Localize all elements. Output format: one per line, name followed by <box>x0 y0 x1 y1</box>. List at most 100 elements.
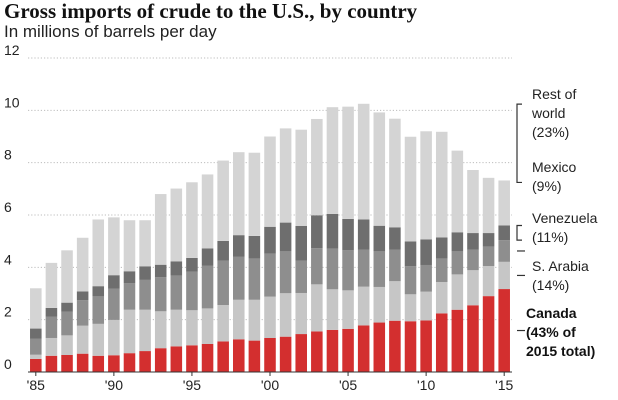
bar-segment <box>186 345 198 372</box>
bar-segment <box>435 313 448 372</box>
bar-segment <box>123 353 136 372</box>
bar-segment <box>311 284 323 332</box>
bar-segment <box>451 251 464 275</box>
legend-bracket <box>516 224 522 241</box>
bar-segment <box>154 194 167 265</box>
y-tick-label: 4 <box>4 251 12 267</box>
bar-segment <box>357 103 370 220</box>
bar-segment <box>404 266 417 295</box>
bar-segment <box>295 129 308 226</box>
bar-segment <box>435 237 448 259</box>
bar-segment <box>139 220 151 267</box>
legend-label: Canada <box>526 305 577 321</box>
x-tick-label: '90 <box>105 377 123 393</box>
bar-segment <box>435 131 448 238</box>
bar-segment <box>232 339 245 372</box>
legend-bracket <box>516 103 522 184</box>
bar-segment <box>201 248 214 266</box>
bar-segment <box>76 353 89 372</box>
bar-segment <box>139 351 151 372</box>
legend-label: 2015 total) <box>526 343 595 359</box>
bar-segment <box>123 309 136 354</box>
bar-segment <box>342 218 354 251</box>
bar-segment <box>30 338 42 355</box>
bar-segment <box>248 340 261 372</box>
bar-segment <box>467 169 479 234</box>
bar-segment <box>92 323 105 356</box>
bar-segment <box>451 274 464 310</box>
bar-segment <box>248 258 261 300</box>
bar-segment <box>326 289 339 330</box>
bar-segment <box>311 331 323 372</box>
bar-segment <box>108 319 120 356</box>
bar-segment <box>61 302 73 312</box>
y-tick-label: 12 <box>4 42 20 58</box>
x-tick-label: '00 <box>261 377 279 393</box>
bar-segment <box>451 232 464 252</box>
bar-segment <box>108 275 120 289</box>
bar-segment <box>30 328 42 339</box>
bar-segment <box>154 348 167 372</box>
y-tick-label: 0 <box>4 356 12 372</box>
bar-segment <box>61 354 73 372</box>
bar-segment <box>342 250 354 291</box>
bar-segment <box>326 107 339 214</box>
bar-segment <box>61 250 73 303</box>
bar-segment <box>170 188 183 262</box>
bar-segment <box>389 227 401 250</box>
y-tick-label: 10 <box>4 94 20 110</box>
bar-segment <box>123 271 136 284</box>
chart-title: Gross imports of crude to the U.S., by c… <box>4 0 418 23</box>
bar-segment <box>76 237 89 292</box>
bar-segment <box>139 266 151 280</box>
legend-label: (23%) <box>532 124 569 140</box>
bar-segment <box>170 346 183 372</box>
bar-segment <box>342 106 354 219</box>
bar-segment <box>373 286 386 323</box>
bar-segment <box>30 358 42 372</box>
bar-segment <box>108 288 120 320</box>
bar-segment <box>389 249 401 282</box>
bar-segment <box>342 328 354 372</box>
bar-segment <box>404 294 417 322</box>
bar-segment <box>482 177 495 234</box>
bar-segment <box>467 249 479 271</box>
bar-segment <box>139 309 151 352</box>
bar-segment <box>154 311 167 349</box>
bar-segment <box>264 296 276 338</box>
legend-label: Rest of <box>532 86 576 102</box>
bar-segment <box>482 266 495 297</box>
bar-segment <box>357 249 370 287</box>
bar-segment <box>389 281 401 321</box>
bar-segment <box>482 233 495 247</box>
bar-segment <box>170 309 183 347</box>
bar-segment <box>170 275 183 310</box>
bar-segment <box>248 299 261 341</box>
bar-segment <box>389 320 401 372</box>
bar-segment <box>201 265 214 309</box>
bar-segment <box>154 277 167 312</box>
x-tick-label: '15 <box>495 377 513 393</box>
bar-segment <box>264 136 276 227</box>
bar-segment <box>482 296 495 372</box>
bar-segment <box>311 215 323 249</box>
bar-segment <box>498 225 510 241</box>
bar-segment <box>217 160 229 241</box>
bar-segment <box>279 251 292 294</box>
bar-segment <box>201 174 214 249</box>
legend-label: Mexico <box>532 159 577 175</box>
y-tick-label: 8 <box>4 147 12 163</box>
bar-segment <box>467 270 479 306</box>
bar-segment <box>373 251 386 287</box>
bar-segment <box>498 289 510 372</box>
bar-segment <box>373 225 386 252</box>
bar-segment <box>279 222 292 252</box>
bar-segment <box>232 256 245 300</box>
bar-segment <box>108 217 120 276</box>
bar-segment <box>248 235 261 259</box>
bar-segment <box>232 235 245 257</box>
bar-segment <box>264 337 276 372</box>
bar-segment <box>139 279 151 310</box>
bar-segment <box>311 118 323 216</box>
bar-segment <box>92 355 105 372</box>
